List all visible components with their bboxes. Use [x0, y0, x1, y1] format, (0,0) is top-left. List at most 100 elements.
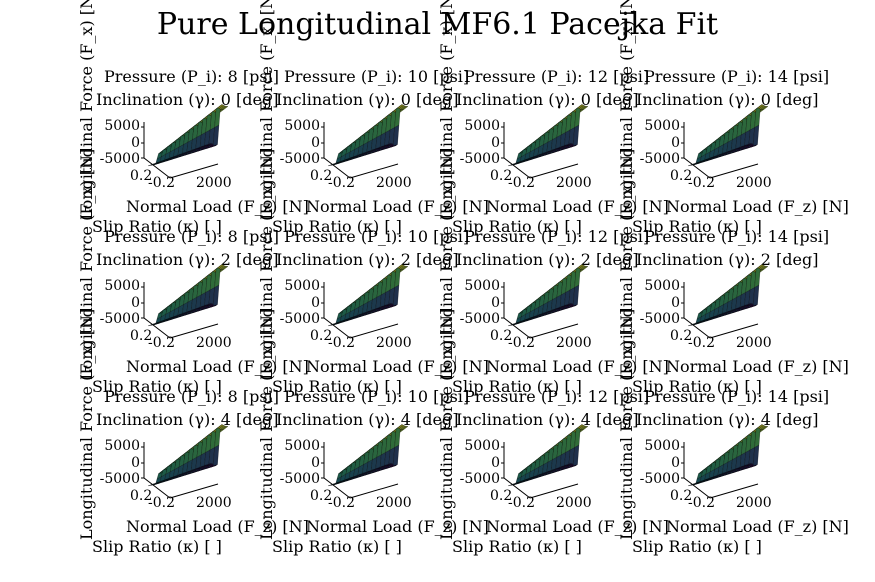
subplot-title-pressure: Pressure (P_i): 10 [psi] — [284, 67, 470, 86]
subplot-panel: Pressure (P_i): 14 [psi] Inclination (γ):… — [617, 0, 849, 236]
x-tick-label: 2000 — [196, 335, 232, 351]
y-axis-line — [323, 317, 351, 339]
y-tick-label: 0.2 — [130, 488, 153, 504]
x-axis-label: Normal Load (F_z) [N] — [306, 357, 489, 376]
z-tick-label: -5000 — [279, 311, 320, 327]
y-tick-label: -0.2 — [148, 335, 175, 351]
subplot-title-inclination: Inclination (γ): 2 [deg] — [276, 250, 459, 269]
subplot-panel: Pressure (P_i): 8 [psi] Inclination (γ): … — [77, 309, 309, 556]
surface-plot — [321, 424, 409, 499]
axes-frame — [143, 122, 219, 179]
z-tick-label: -5000 — [279, 151, 320, 167]
y-tick-label: -0.2 — [508, 495, 535, 511]
x-tick-label: 2000 — [376, 175, 412, 191]
y-axis-line — [143, 157, 171, 179]
z-tick-label: 0 — [491, 295, 500, 311]
z-tick-label: 5000 — [104, 278, 140, 294]
z-tick-label: 5000 — [464, 438, 500, 454]
x-tick-label: 2000 — [196, 175, 232, 191]
y-tick-label: -0.2 — [148, 175, 175, 191]
surface-mesh — [507, 104, 589, 167]
subplot-title-inclination: Inclination (γ): 0 [deg] — [276, 90, 459, 109]
y-axis-line — [143, 317, 171, 339]
axes-frame — [323, 282, 399, 339]
x-axis-label: Normal Load (F_z) [N] — [306, 517, 489, 536]
y-axis-label: Slip Ratio (κ) [ ] — [452, 217, 582, 236]
z-tick-label: -5000 — [639, 151, 680, 167]
z-tick-label: 0 — [311, 295, 320, 311]
subplot-title-inclination: Inclination (γ): 4 [deg] — [636, 410, 819, 429]
surface-face — [581, 266, 589, 270]
x-axis-line — [349, 483, 399, 499]
z-tick-label: -5000 — [639, 471, 680, 487]
x-axis-label: Normal Load (F_z) [N] — [666, 357, 849, 376]
z-tick-label: 5000 — [104, 438, 140, 454]
z-tick-label: 0 — [131, 295, 140, 311]
y-axis-label: Slip Ratio (κ) [ ] — [632, 217, 762, 236]
surface-plot — [681, 264, 769, 339]
subplot-title-pressure: Pressure (P_i): 12 [psi] — [464, 67, 650, 86]
axes-frame — [503, 122, 579, 179]
subplot-title-pressure: Pressure (P_i): 8 [psi] — [104, 227, 279, 246]
y-tick-label: 0.2 — [670, 488, 693, 504]
subplot-title-inclination: Inclination (γ): 2 [deg] — [456, 250, 639, 269]
x-axis-line — [349, 323, 399, 339]
y-axis-line — [323, 477, 351, 499]
z-tick-label: -5000 — [99, 151, 140, 167]
y-tick-label: -0.2 — [148, 495, 175, 511]
y-axis-line — [143, 477, 171, 499]
surface-face — [761, 106, 769, 110]
surface-face — [581, 106, 589, 110]
surface-plot — [501, 264, 589, 339]
subplot-title-pressure: Pressure (P_i): 14 [psi] — [644, 67, 830, 86]
y-tick-label: -0.2 — [688, 495, 715, 511]
axes-frame — [683, 442, 759, 499]
y-tick-label: 0.2 — [670, 168, 693, 184]
subplot-panel: Pressure (P_i): 12 [psi] Inclination (γ):… — [437, 149, 669, 396]
x-tick-label: 2000 — [736, 335, 772, 351]
subplot-panel: Pressure (P_i): 10 [psi] Inclination (γ):… — [257, 149, 489, 396]
surface-mesh — [687, 424, 769, 487]
surface-mesh — [507, 264, 589, 327]
surface-face — [221, 106, 229, 110]
x-axis-label: Normal Load (F_z) [N] — [126, 357, 309, 376]
y-tick-label: 0.2 — [490, 328, 513, 344]
x-tick-label: 2000 — [556, 175, 592, 191]
z-tick-label: 5000 — [284, 118, 320, 134]
x-tick-label: 2000 — [556, 495, 592, 511]
z-axis-label: Longitudinal Force (F_x) [N] — [257, 308, 276, 540]
subplot-panel: Pressure (P_i): 8 [psi] Inclination (γ): … — [77, 0, 309, 236]
y-axis-line — [323, 157, 351, 179]
y-tick-label: 0.2 — [310, 488, 333, 504]
axes-frame — [143, 282, 219, 339]
y-tick-label: 0.2 — [670, 328, 693, 344]
y-tick-label: -0.2 — [508, 335, 535, 351]
axes-frame — [503, 282, 579, 339]
subplot-title-pressure: Pressure (P_i): 14 [psi] — [644, 387, 830, 406]
surface-plot — [321, 264, 409, 339]
subplot-title-pressure: Pressure (P_i): 12 [psi] — [464, 387, 650, 406]
surface-plot — [501, 424, 589, 499]
subplot-title-pressure: Pressure (P_i): 8 [psi] — [104, 67, 279, 86]
subplot-title-pressure: Pressure (P_i): 14 [psi] — [644, 227, 830, 246]
x-axis-label: Normal Load (F_z) [N] — [126, 517, 309, 536]
y-tick-label: 0.2 — [310, 168, 333, 184]
y-axis-label: Slip Ratio (κ) [ ] — [452, 377, 582, 396]
subplot-panel: Pressure (P_i): 12 [psi] Inclination (γ):… — [437, 309, 669, 556]
x-axis-label: Normal Load (F_z) [N] — [666, 197, 849, 216]
z-tick-label: 0 — [311, 135, 320, 151]
surface-plot — [681, 104, 769, 179]
x-axis-label: Normal Load (F_z) [N] — [486, 357, 669, 376]
surface-face — [401, 426, 409, 430]
subplot-title-inclination: Inclination (γ): 4 [deg] — [456, 410, 639, 429]
y-tick-label: -0.2 — [508, 175, 535, 191]
axes-frame — [683, 122, 759, 179]
z-tick-label: 5000 — [644, 278, 680, 294]
z-tick-label: 0 — [671, 295, 680, 311]
subplot-panel: Pressure (P_i): 10 [psi] Inclination (γ):… — [257, 0, 489, 236]
y-axis-label: Slip Ratio (κ) [ ] — [632, 537, 762, 556]
y-tick-label: -0.2 — [328, 175, 355, 191]
y-tick-label: 0.2 — [130, 328, 153, 344]
surface-mesh — [687, 264, 769, 327]
subplot-title-inclination: Inclination (γ): 0 [deg] — [456, 90, 639, 109]
